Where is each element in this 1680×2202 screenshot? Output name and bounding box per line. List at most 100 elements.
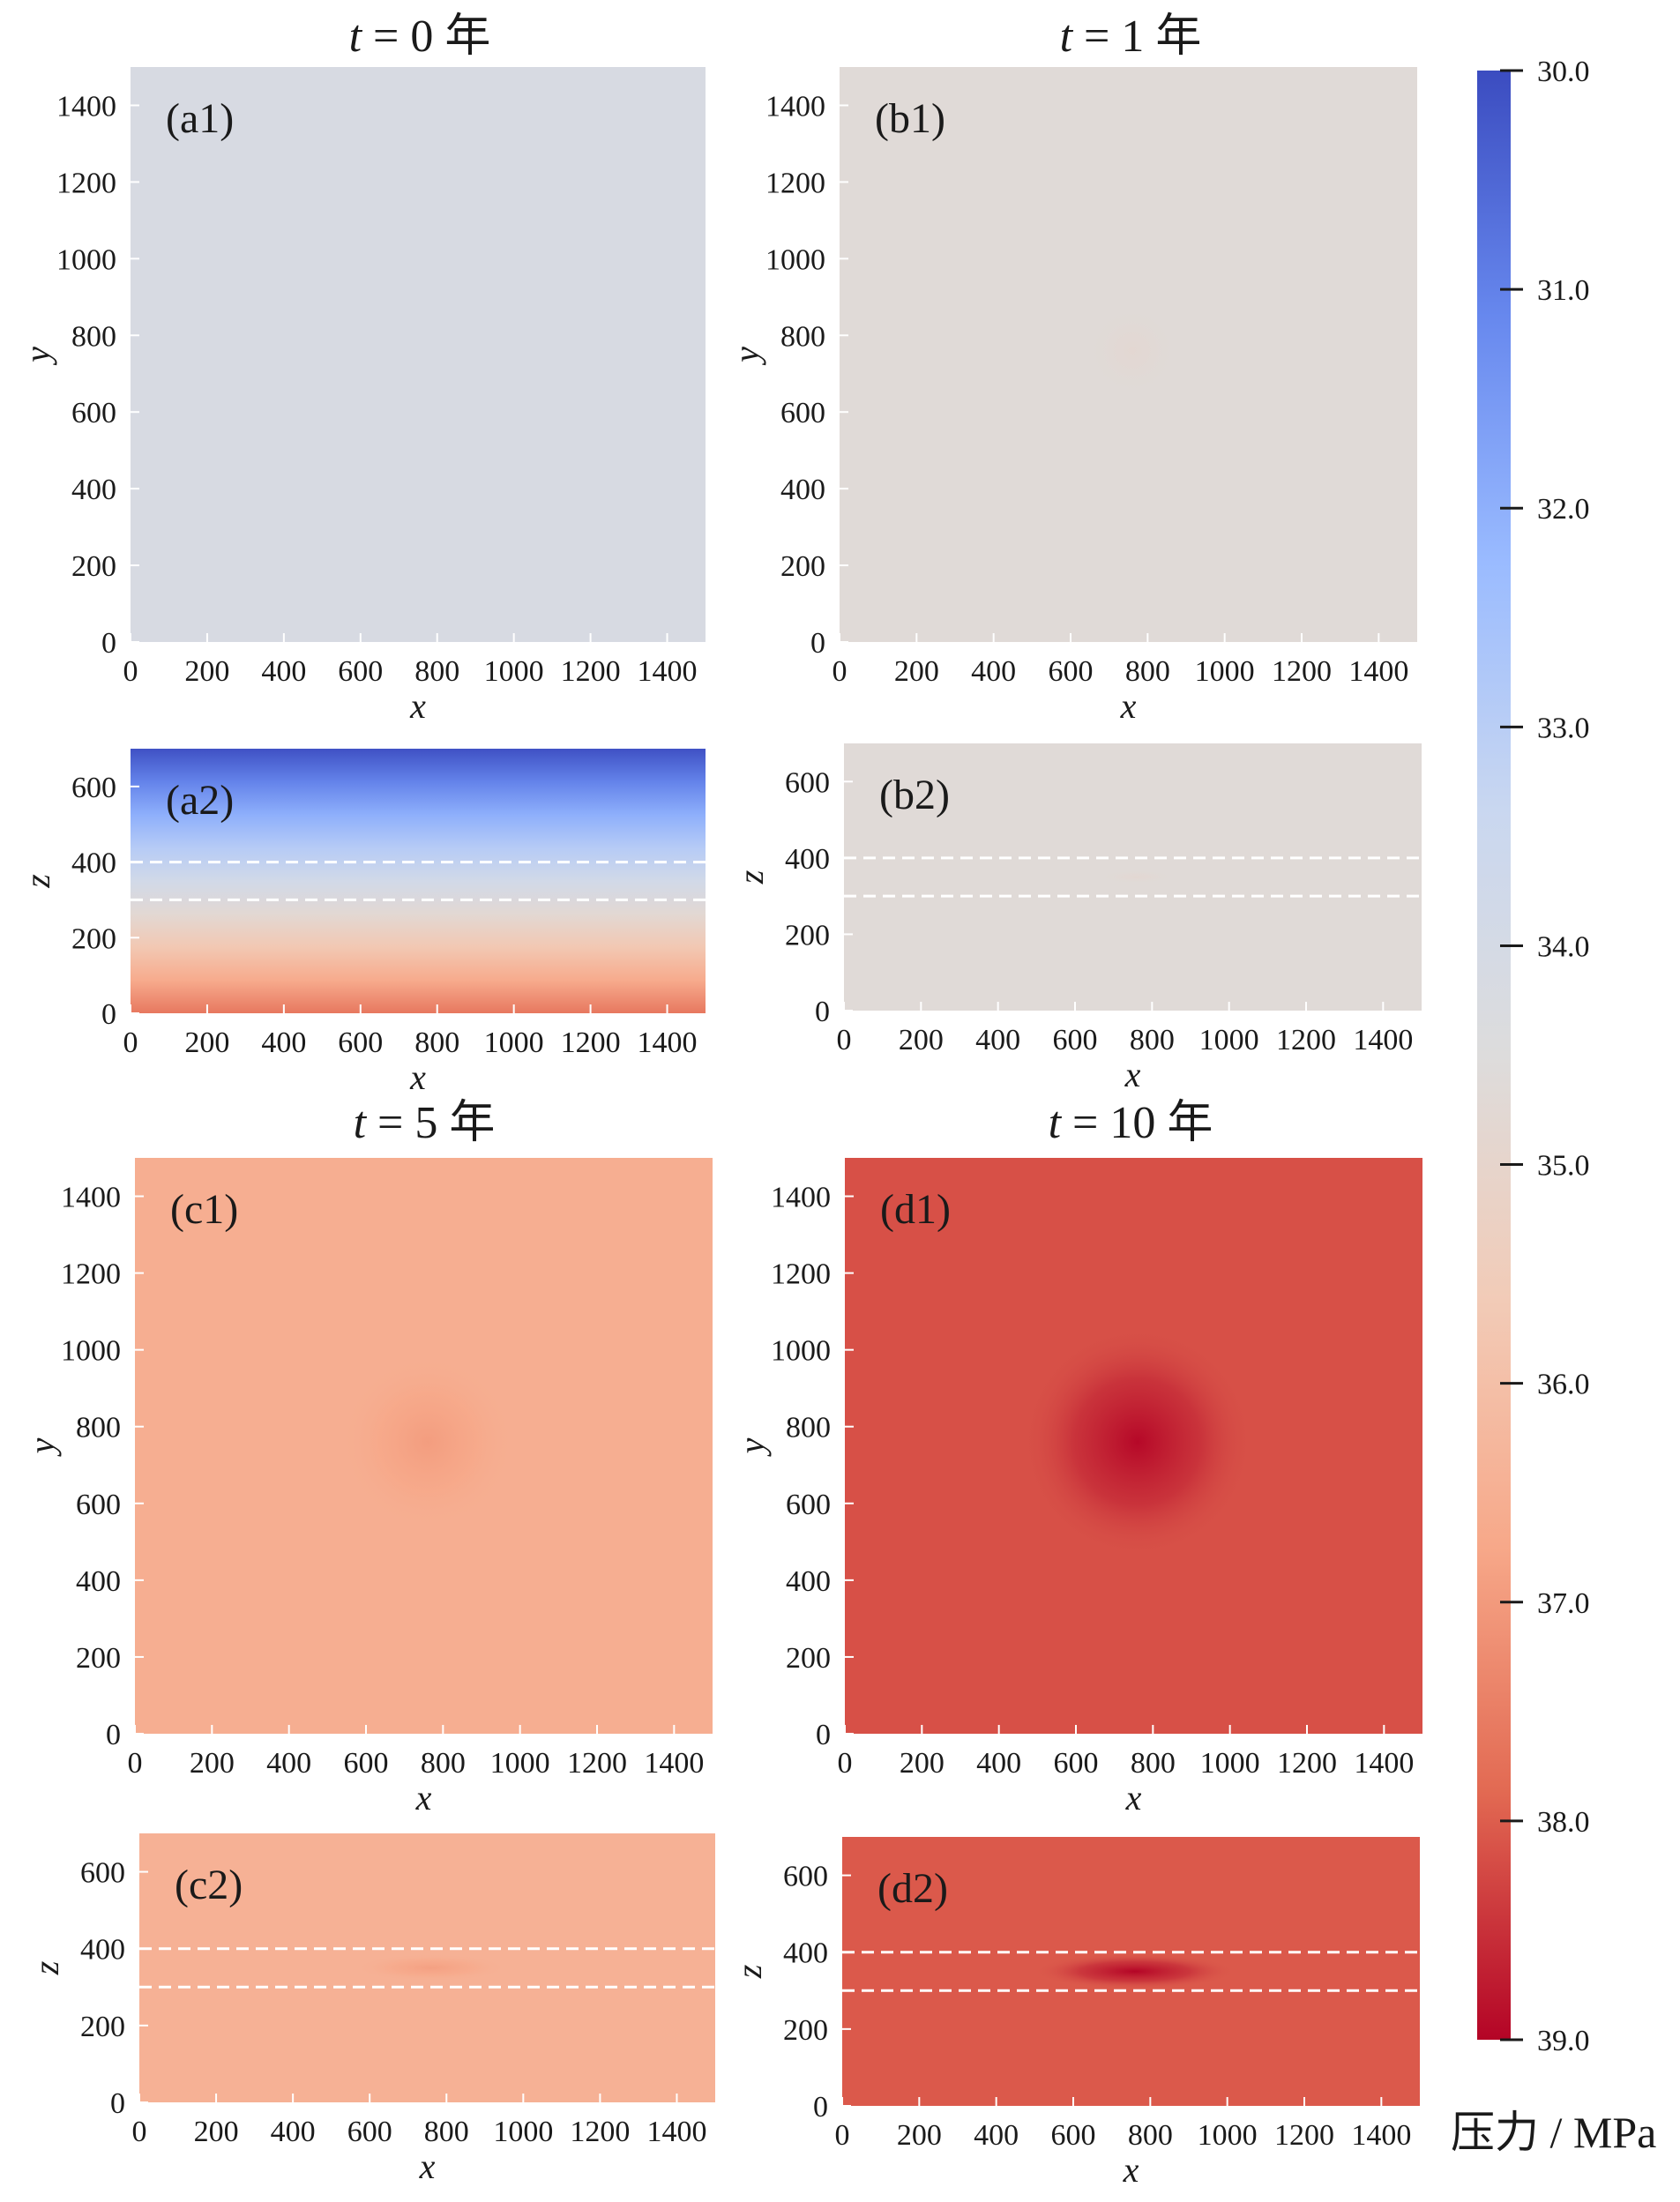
ytick-label: 1000	[61, 1335, 121, 1368]
xtick-label: 800	[1125, 655, 1170, 688]
xtick-label: 800	[1128, 2119, 1173, 2152]
ytick-label: 200	[71, 922, 116, 955]
xtick-label: 1400	[644, 1747, 704, 1780]
panel-d2: 0 200 400 600 800 1000 1200 1400 0 200 400 600 x z (d2…	[729, 1837, 1420, 2190]
xtick-label: 0	[835, 2119, 850, 2152]
ytick-label: 800	[786, 1412, 831, 1444]
xtick-label: 400	[975, 1024, 1020, 1056]
field-a2	[131, 749, 706, 1013]
xtick-label: 1400	[646, 2116, 706, 2148]
xtick-label: 200	[194, 2116, 239, 2148]
xtick-label: 0	[833, 655, 847, 688]
xtick-label: 1200	[1277, 1747, 1337, 1780]
panel-tag-c2: (c2)	[175, 1862, 243, 1908]
yaxis-label-b2: z	[731, 870, 771, 885]
xtick-label: 1400	[638, 655, 698, 688]
xtick-label: 0	[838, 1747, 853, 1780]
ytick-label: 1000	[765, 243, 825, 276]
pressure-anomaly-c2	[354, 1953, 508, 1982]
ytick-label: 800	[71, 320, 116, 353]
xaxis-label-d1: x	[1125, 1778, 1142, 1818]
title-var: t	[354, 1098, 368, 1148]
ytick-label: 0	[101, 627, 116, 660]
ytick-label: 600	[71, 397, 116, 429]
yaxis-label-d2: z	[729, 1964, 769, 1979]
panel-tag-d1: (d1)	[880, 1186, 951, 1233]
ytick-label: 0	[101, 998, 116, 1031]
ytick-label: 1400	[56, 90, 116, 123]
ytick-label: 200	[783, 2014, 828, 2047]
ytick-label: 600	[76, 1489, 121, 1521]
xtick-label: 600	[1051, 2119, 1096, 2152]
ytick-label: 200	[76, 1642, 121, 1675]
ytick-label: 0	[813, 2091, 828, 2124]
panel-b1: 0 200 400 600 800 1000 1200 1400 0 200 400 600 800 10…	[727, 67, 1417, 726]
xtick-label: 200	[899, 1024, 944, 1056]
xtick-label: 1000	[484, 655, 544, 688]
xtick-label: 1000	[1195, 655, 1255, 688]
yaxis-label-a2: z	[18, 874, 57, 889]
xtick-label: 600	[1054, 1747, 1099, 1780]
colorbar-tick-label: 33.0	[1537, 712, 1590, 744]
xtick-label: 1200	[570, 2116, 630, 2148]
yaxis-label-c2: z	[26, 1960, 66, 1975]
title-eq: = 5	[366, 1098, 437, 1148]
panel-d1: 0 200 400 600 800 1000 1200 1400 0 200 400 600 800 10…	[732, 1158, 1422, 1818]
pressure-anomaly-b1	[1086, 304, 1179, 397]
xtick-label: 800	[1130, 1024, 1175, 1056]
ytick-label: 600	[780, 397, 825, 429]
xaxis-label-b1: x	[1120, 686, 1137, 726]
column-title-1: t = 1 年	[1060, 11, 1202, 62]
title-var: t	[349, 11, 363, 62]
ytick-label: 0	[816, 1719, 831, 1751]
xtick-label: 400	[971, 655, 1016, 688]
xtick-label: 1200	[1276, 1024, 1336, 1056]
title-unit: 年	[433, 11, 490, 62]
xtick-label: 0	[123, 1026, 138, 1059]
ytick-label: 1200	[61, 1258, 121, 1291]
xtick-label: 600	[344, 1747, 389, 1780]
colorbar-tick-label: 35.0	[1537, 1150, 1590, 1183]
xaxis-label-b2: x	[1124, 1055, 1141, 1094]
panel-tag-c1: (c1)	[170, 1186, 238, 1233]
xtick-label: 1000	[1200, 1747, 1260, 1780]
xtick-label: 200	[897, 2119, 942, 2152]
title-var: t	[1060, 11, 1074, 62]
xtick-label: 400	[271, 2116, 316, 2148]
ytick-label: 200	[71, 550, 116, 583]
xtick-label: 400	[261, 655, 306, 688]
panel-b2: 0 200 400 600 800 1000 1200 1400 0 200 400 600 x z (b2…	[731, 743, 1422, 1094]
ytick-label: 400	[785, 843, 830, 876]
panel-tag-b2: (b2)	[879, 772, 950, 818]
ytick-label: 800	[780, 320, 825, 353]
xtick-label: 800	[414, 1026, 459, 1059]
xtick-label: 1000	[1198, 2119, 1258, 2152]
xtick-label: 400	[261, 1026, 306, 1059]
panel-a1: 0 200 400 600 800 1000 1200 1400 0 200 400 600 800 10…	[18, 67, 706, 726]
colorbar-tick-label: 36.0	[1537, 1369, 1590, 1401]
xtick-label: 1400	[1353, 1024, 1413, 1056]
ytick-label: 600	[785, 766, 830, 799]
xtick-label: 1200	[567, 1747, 627, 1780]
xtick-label: 1400	[638, 1026, 698, 1059]
ytick-label: 200	[80, 2011, 125, 2043]
ytick-label: 600	[80, 1857, 125, 1890]
ytick-label: 600	[783, 1861, 828, 1893]
ytick-label: 400	[80, 1934, 125, 1967]
ytick-label: 0	[110, 2087, 125, 2120]
xtick-label: 1400	[1348, 655, 1408, 688]
xtick-label: 1000	[1199, 1024, 1259, 1056]
yaxis-label-a1: y	[18, 347, 57, 366]
title-eq: = 0	[362, 11, 433, 62]
ytick-label: 1200	[765, 167, 825, 199]
pressure-anomaly-d2	[1034, 1953, 1236, 1989]
ytick-label: 1400	[771, 1182, 831, 1214]
ytick-label: 400	[780, 474, 825, 506]
xtick-label: 1200	[561, 655, 621, 688]
xaxis-label-a1: x	[409, 686, 426, 726]
title-eq: = 1	[1072, 11, 1144, 62]
xtick-label: 600	[1049, 655, 1094, 688]
xtick-label: 400	[974, 2119, 1019, 2152]
panel-a2: 0 200 400 600 800 1000 1200 1400 0 200 400 600 x z (a2…	[18, 749, 706, 1097]
